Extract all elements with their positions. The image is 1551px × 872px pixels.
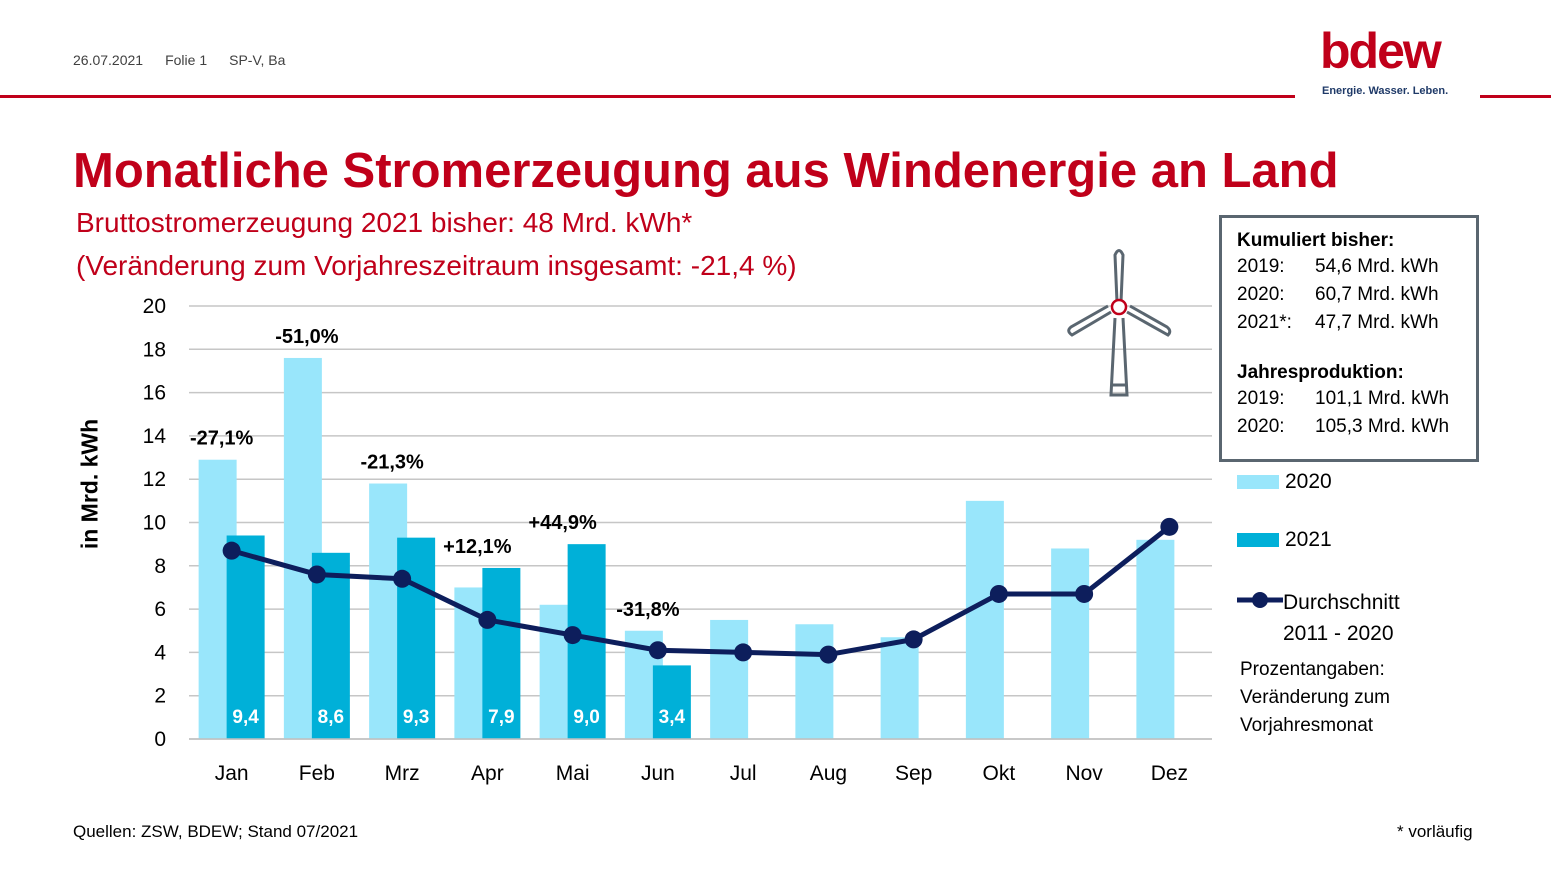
legend-2021: 2021: [1237, 528, 1332, 552]
average-line: [230, 524, 1171, 658]
y-tick-label: 16: [143, 382, 166, 405]
y-tick-label: 20: [143, 295, 166, 318]
header-rule-right: [1480, 95, 1551, 98]
percent-change-label: +12,1%: [443, 536, 512, 558]
annual-row-2020: 2020: 105,3 Mrd. kWh: [1237, 416, 1450, 437]
legend-line-marker-icon: [1237, 592, 1283, 608]
y-tick-label: 8: [154, 555, 166, 578]
bar-2020-Dez: [1136, 539, 1175, 739]
page-title: Monatliche Stromerzeugung aus Windenergi…: [73, 144, 1339, 198]
author-text: SP-V, Ba: [229, 52, 286, 68]
x-tick-label: Feb: [299, 762, 335, 785]
value-label-2021: 9,4: [232, 707, 259, 728]
bar-2020-Okt: [965, 500, 1004, 739]
x-tick-label: Nov: [1065, 762, 1103, 785]
x-tick-label: Jul: [730, 762, 757, 785]
average-point-Mrz: [393, 569, 412, 588]
average-point-Dez: [1160, 517, 1179, 536]
bar-2021-Feb: [311, 552, 350, 739]
cumulative-row-2019: 2019: 54,6 Mrd. kWh: [1237, 256, 1439, 277]
percent-change-label: -27,1%: [190, 428, 254, 450]
value-label-2021: 9,3: [403, 707, 429, 728]
percent-change-label: -31,8%: [616, 599, 680, 621]
value-label-2021: 8,6: [318, 707, 344, 728]
legend-average-line1: Durchschnitt: [1283, 591, 1400, 614]
y-tick-label: 4: [154, 641, 166, 664]
x-tick-label: Aug: [810, 762, 847, 785]
y-tick-label: 10: [143, 512, 166, 535]
average-point-Feb: [307, 565, 326, 584]
y-tick-label: 14: [143, 425, 167, 448]
x-tick-label: Dez: [1151, 762, 1188, 785]
y-tick-label: 18: [143, 338, 166, 361]
x-tick-label: Mrz: [385, 762, 420, 785]
bar-2020-Sep: [880, 637, 919, 739]
cumulative-row-2021: 2021*: 47,7 Mrd. kWh: [1237, 312, 1439, 333]
x-tick-label: Jun: [641, 762, 675, 785]
y-tick-label: 6: [154, 598, 166, 621]
bar-2021-Apr: [482, 567, 521, 739]
average-point-Nov: [1075, 584, 1094, 603]
bar-2020-Jul: [710, 619, 749, 739]
bar-2021-Jan: [226, 535, 265, 739]
sources-text: Quellen: ZSW, BDEW; Stand 07/2021: [73, 822, 359, 841]
annual-heading: Jahresproduktion:: [1237, 362, 1404, 383]
average-point-Aug: [819, 645, 838, 664]
percent-change-label: -21,3%: [360, 452, 424, 474]
slide-number: Folie 1: [165, 52, 208, 68]
wind-turbine-icon: [1067, 249, 1172, 397]
legend-swatch-2021: [1237, 533, 1279, 547]
subtitle-line-1: Bruttostromerzeugung 2021 bisher: 48 Mrd…: [76, 207, 693, 238]
average-point-Jan: [222, 541, 241, 560]
bar-2021-Jun: [652, 665, 691, 739]
average-point-Okt: [989, 584, 1008, 603]
value-label-2021: 9,0: [573, 707, 599, 728]
x-tick-label: Jan: [215, 762, 249, 785]
x-tick-label: Sep: [895, 762, 932, 785]
cumulative-info-box: Kumuliert bisher: 2019: 54,6 Mrd. kWh 20…: [1219, 215, 1479, 462]
average-point-Sep: [904, 630, 923, 649]
x-tick-label: Okt: [983, 762, 1016, 785]
value-label-2021: 3,4: [659, 707, 686, 728]
x-tick-label: Apr: [471, 762, 504, 785]
logo-tagline: Energie. Wasser. Leben.: [1322, 85, 1449, 97]
average-point-Jun: [648, 641, 667, 660]
header-rule-left: [0, 95, 1295, 98]
average-point-Mai: [563, 626, 582, 645]
cumulative-row-2020: 2020: 60,7 Mrd. kWh: [1237, 284, 1439, 305]
average-point-Apr: [478, 610, 497, 629]
value-label-2021: 7,9: [488, 707, 514, 728]
y-tick-label: 2: [154, 685, 166, 708]
legend-average-line2: 2011 - 2020: [1283, 622, 1394, 645]
date-text: 26.07.2021: [73, 52, 144, 68]
annual-row-2019: 2019: 101,1 Mrd. kWh: [1237, 388, 1450, 409]
preliminary-note: * vorläufig: [1397, 822, 1473, 841]
legend-average: Durchschnitt 2011 - 2020: [1237, 587, 1400, 649]
header-meta: 26.07.2021 Folie 1 SP-V, Ba: [73, 52, 285, 68]
bdew-logo: bdew Energie. Wasser. Leben.: [1320, 23, 1456, 97]
x-tick-label: Mai: [556, 762, 590, 785]
bar-2020-Aug: [795, 624, 834, 739]
legend-swatch-2020: [1237, 475, 1279, 489]
bar-2020-Nov: [1051, 548, 1090, 739]
cumulative-heading: Kumuliert bisher:: [1237, 230, 1395, 251]
percent-change-label: +44,9%: [528, 512, 597, 534]
y-tick-label: 12: [143, 468, 166, 491]
logo-word: bdew: [1320, 23, 1442, 79]
y-tick-label: 0: [154, 728, 166, 751]
legend-2020: 2020: [1237, 470, 1332, 494]
percent-note: Prozentangaben: Veränderung zum Vorjahre…: [1240, 659, 1390, 736]
subtitle-line-2: (Veränderung zum Vorjahreszeitraum insge…: [76, 250, 797, 281]
average-point-Jul: [734, 643, 753, 662]
percent-change-label: -51,0%: [275, 326, 339, 348]
